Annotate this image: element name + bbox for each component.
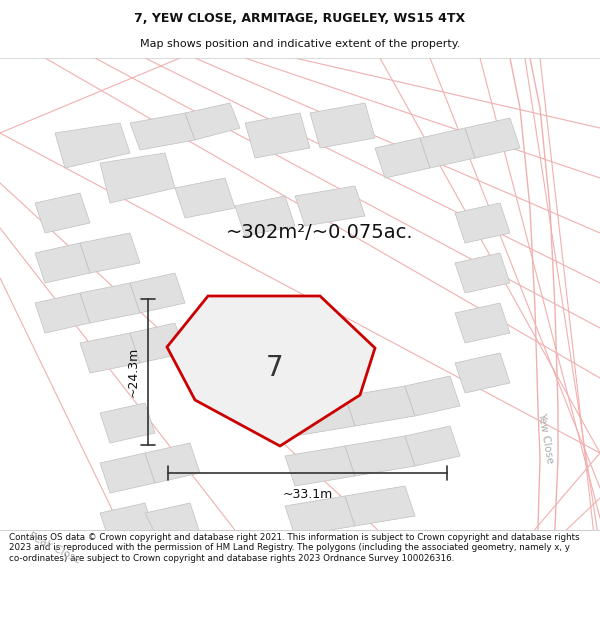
Polygon shape (455, 203, 510, 243)
Polygon shape (100, 403, 155, 443)
Text: Peak Close: Peak Close (28, 531, 82, 565)
Text: Contains OS data © Crown copyright and database right 2021. This information is : Contains OS data © Crown copyright and d… (9, 533, 580, 562)
Text: ~33.1m: ~33.1m (283, 488, 332, 501)
Polygon shape (35, 293, 90, 333)
Text: ~302m²/~0.075ac.: ~302m²/~0.075ac. (226, 224, 414, 243)
Polygon shape (80, 333, 140, 373)
Polygon shape (55, 123, 130, 168)
Polygon shape (130, 113, 195, 150)
Polygon shape (310, 103, 375, 148)
Text: Yew Close: Yew Close (536, 412, 554, 464)
Polygon shape (420, 128, 475, 168)
Polygon shape (375, 138, 430, 178)
Polygon shape (455, 353, 510, 393)
Text: 7: 7 (266, 354, 284, 382)
Polygon shape (295, 186, 365, 226)
Polygon shape (35, 193, 90, 233)
Polygon shape (345, 436, 415, 476)
Polygon shape (285, 396, 355, 436)
Polygon shape (100, 503, 155, 543)
Polygon shape (185, 103, 240, 140)
Polygon shape (345, 486, 415, 526)
Polygon shape (100, 453, 155, 493)
Polygon shape (405, 426, 460, 466)
Polygon shape (145, 443, 200, 483)
Polygon shape (145, 503, 200, 533)
Text: Map shows position and indicative extent of the property.: Map shows position and indicative extent… (140, 39, 460, 49)
Polygon shape (345, 386, 415, 426)
Polygon shape (285, 496, 355, 536)
Polygon shape (130, 273, 185, 313)
Text: 7, YEW CLOSE, ARMITAGE, RUGELEY, WS15 4TX: 7, YEW CLOSE, ARMITAGE, RUGELEY, WS15 4T… (134, 12, 466, 24)
Polygon shape (455, 303, 510, 343)
Text: ~24.3m: ~24.3m (127, 347, 140, 397)
Polygon shape (130, 323, 185, 363)
Polygon shape (175, 178, 235, 218)
Polygon shape (285, 446, 355, 486)
Polygon shape (35, 243, 90, 283)
Polygon shape (100, 153, 175, 203)
Polygon shape (80, 233, 140, 273)
Polygon shape (235, 196, 295, 236)
Polygon shape (465, 118, 520, 158)
Polygon shape (80, 283, 140, 323)
Polygon shape (245, 113, 310, 158)
Polygon shape (405, 376, 460, 416)
Polygon shape (455, 253, 510, 293)
Polygon shape (167, 296, 375, 446)
